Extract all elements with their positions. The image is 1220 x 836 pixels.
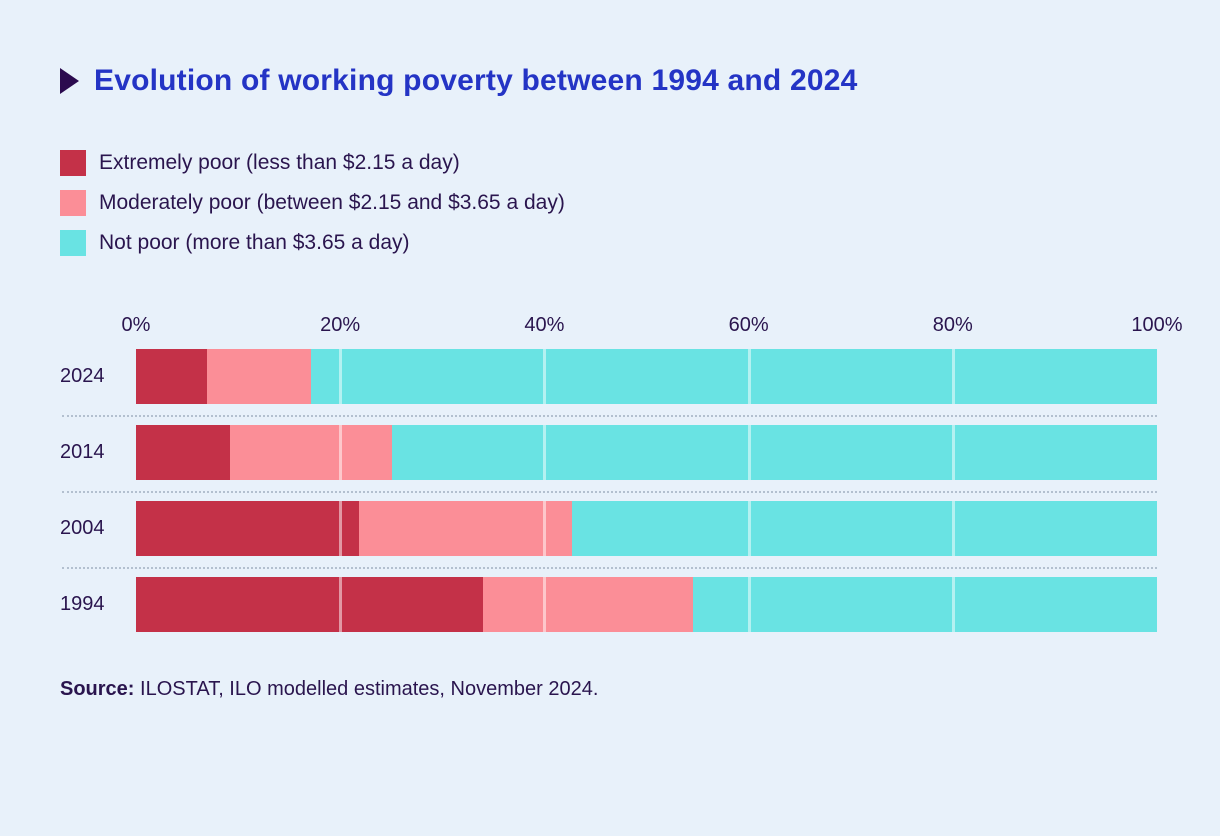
- chart-rows: 2024 2014 2004 1994: [60, 349, 1157, 632]
- source-note: Source: ILOSTAT, ILO modelled estimates,…: [60, 678, 1157, 701]
- gridline: [543, 501, 547, 556]
- stacked-bar-1994: [136, 577, 1157, 632]
- x-axis-tick-label: 0%: [121, 314, 151, 336]
- gridline: [543, 349, 547, 404]
- chart-row-2014: 2014: [60, 425, 1157, 480]
- row-label: 2004: [60, 517, 105, 539]
- legend-swatch-moderately-poor: [60, 190, 86, 216]
- x-axis-tick-label: 100%: [1131, 314, 1183, 336]
- bar-segment: [693, 577, 1157, 632]
- triangle-marker-icon: [60, 68, 79, 94]
- chart-row-1994: 1994: [60, 577, 1157, 632]
- row-separator: [60, 404, 1157, 425]
- chart-row-2024: 2024: [60, 349, 1157, 404]
- bar-segment: [358, 501, 572, 556]
- gridline: [747, 425, 751, 480]
- gridline: [951, 349, 955, 404]
- legend-item-moderately-poor: Moderately poor (between $2.15 and $3.65…: [60, 190, 1157, 216]
- bar-segment: [229, 425, 393, 480]
- legend-label: Not poor (more than $3.65 a day): [99, 231, 410, 254]
- gridline: [339, 425, 343, 480]
- bar-segment: [392, 425, 1157, 480]
- gridline: [339, 577, 343, 632]
- legend-swatch-not-poor: [60, 230, 86, 256]
- legend-label: Moderately poor (between $2.15 and $3.65…: [99, 191, 565, 214]
- row-label: 2014: [60, 441, 105, 463]
- bar-segment: [483, 577, 694, 632]
- x-axis-tick-label: 80%: [932, 314, 973, 336]
- legend-swatch-extremely-poor: [60, 150, 86, 176]
- legend-item-not-poor: Not poor (more than $3.65 a day): [60, 230, 1157, 256]
- bar-segment: [571, 501, 1157, 556]
- bar-segment: [136, 501, 359, 556]
- row-label: 2024: [60, 365, 105, 387]
- stacked-bar-2004: [136, 501, 1157, 556]
- gridline: [747, 501, 751, 556]
- gridline: [543, 577, 547, 632]
- page: Evolution of working poverty between 199…: [0, 62, 1220, 701]
- title-row: Evolution of working poverty between 199…: [60, 62, 1157, 100]
- bar-segment: [207, 349, 311, 404]
- bar-segment: [310, 349, 1157, 404]
- legend-item-extremely-poor: Extremely poor (less than $2.15 a day): [60, 150, 1157, 176]
- stacked-bar-2024: [136, 349, 1157, 404]
- gridline: [951, 425, 955, 480]
- chart-row-2004: 2004: [60, 501, 1157, 556]
- x-axis-tick-label: 60%: [728, 314, 769, 336]
- legend: Extremely poor (less than $2.15 a day) M…: [60, 150, 1157, 256]
- bar-segment: [136, 577, 484, 632]
- row-separator: [60, 480, 1157, 501]
- stacked-bar-chart: 0% 20% 40% 60% 80% 100% 2024 2014 2004 1994: [60, 314, 1183, 632]
- source-label: Source:: [60, 678, 135, 700]
- bar-segment: [136, 425, 230, 480]
- row-separator: [60, 556, 1157, 577]
- x-axis: 0% 20% 40% 60% 80% 100%: [122, 314, 1183, 340]
- gridline: [339, 501, 343, 556]
- bar-segment: [136, 349, 208, 404]
- gridline: [339, 349, 343, 404]
- x-axis-tick-label: 20%: [320, 314, 361, 336]
- stacked-bar-2014: [136, 425, 1157, 480]
- legend-label: Extremely poor (less than $2.15 a day): [99, 151, 460, 174]
- gridline: [951, 501, 955, 556]
- gridline: [951, 577, 955, 632]
- gridline: [747, 349, 751, 404]
- gridline: [543, 425, 547, 480]
- row-label: 1994: [60, 593, 105, 615]
- gridline: [747, 577, 751, 632]
- x-axis-tick-label: 40%: [524, 314, 565, 336]
- page-title: Evolution of working poverty between 199…: [94, 64, 858, 97]
- source-text: ILOSTAT, ILO modelled estimates, Novembe…: [134, 678, 599, 700]
